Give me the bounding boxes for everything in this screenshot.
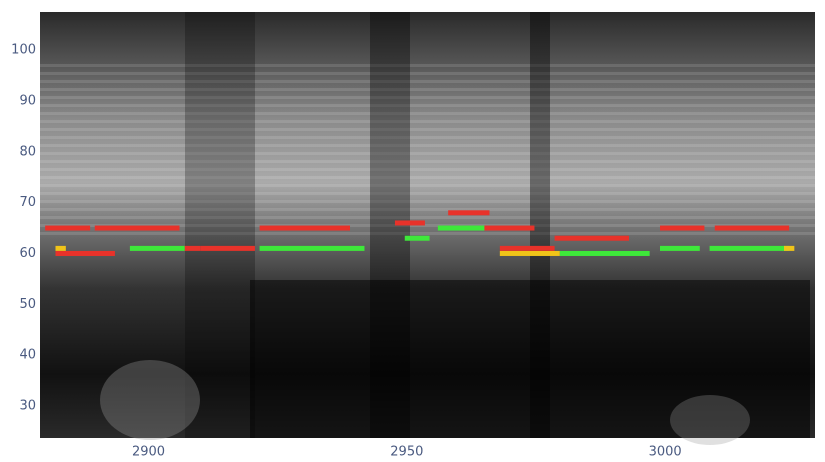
note-segment [259,225,350,231]
note-segment [660,225,705,231]
note-segment [484,225,535,231]
note-segment [554,235,629,241]
note-segment [499,250,560,256]
x-tick-label: 2950 [390,445,423,460]
y-tick-label: 40 [19,348,36,363]
note-segment [94,225,180,231]
y-tick-label: 50 [19,297,36,312]
note-segment [437,225,485,231]
x-tick-label: 3000 [649,445,682,460]
y-tick-label: 60 [19,246,36,261]
note-segment [55,250,115,256]
y-tick-label: 100 [11,43,36,58]
y-tick-label: 90 [19,93,36,108]
note-segment [259,245,365,251]
y-tick-label: 80 [19,144,36,159]
note-segment [660,245,700,251]
spectrogram [40,12,815,445]
y-tick-label: 70 [19,195,36,210]
note-segment [200,245,255,251]
note-segment [448,210,490,216]
note-segment [55,245,66,251]
y-tick-label: 30 [19,398,36,413]
note-segment [394,220,425,226]
note-segment [45,225,91,231]
note-segment [559,250,650,256]
note-segment [404,235,430,241]
x-tick-label: 2900 [132,445,165,460]
note-segment [714,225,790,231]
note-segment [499,245,555,251]
note-segment [184,245,201,251]
note-segment [129,245,185,251]
note-segment [709,245,790,251]
note-segment [784,245,795,251]
